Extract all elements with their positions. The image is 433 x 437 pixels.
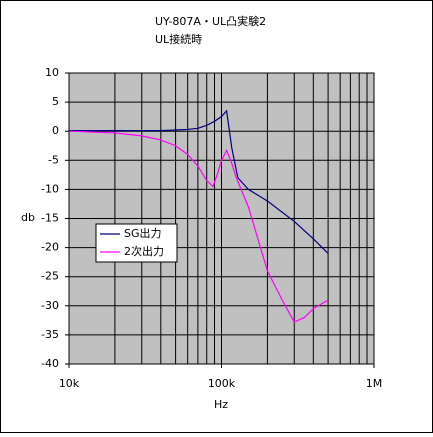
y-tick-label: -35 bbox=[41, 328, 59, 341]
series-line bbox=[69, 109, 329, 254]
plot-border bbox=[68, 72, 375, 365]
chart-title: UY-807A・UL凸実験2 bbox=[155, 14, 266, 28]
y-tick-label: 5 bbox=[52, 95, 59, 108]
y-tick-label: -5 bbox=[48, 153, 59, 166]
y-tick-label: -15 bbox=[41, 212, 59, 225]
legend-label: 2次出力 bbox=[124, 244, 164, 258]
y-tick-label: -40 bbox=[41, 357, 59, 370]
series-line bbox=[68, 130, 329, 323]
y-tick-label: -10 bbox=[41, 182, 59, 195]
y-axis-label: db bbox=[21, 211, 35, 224]
y-tick-label: -25 bbox=[41, 270, 59, 283]
y-tick-label: 10 bbox=[45, 66, 59, 79]
y-tick-label: -20 bbox=[41, 241, 59, 254]
x-tick-label: 100k bbox=[208, 377, 236, 390]
legend-label: SG出力 bbox=[124, 226, 162, 240]
chart-subtitle: UL接続時 bbox=[155, 32, 202, 46]
y-tick-label: -30 bbox=[41, 299, 59, 312]
y-tick-label: 0 bbox=[52, 124, 59, 137]
x-axis-label: Hz bbox=[214, 398, 228, 411]
x-tick-label: 1M bbox=[366, 377, 383, 390]
x-tick-label: 10k bbox=[59, 377, 80, 390]
legend-box bbox=[95, 223, 178, 263]
